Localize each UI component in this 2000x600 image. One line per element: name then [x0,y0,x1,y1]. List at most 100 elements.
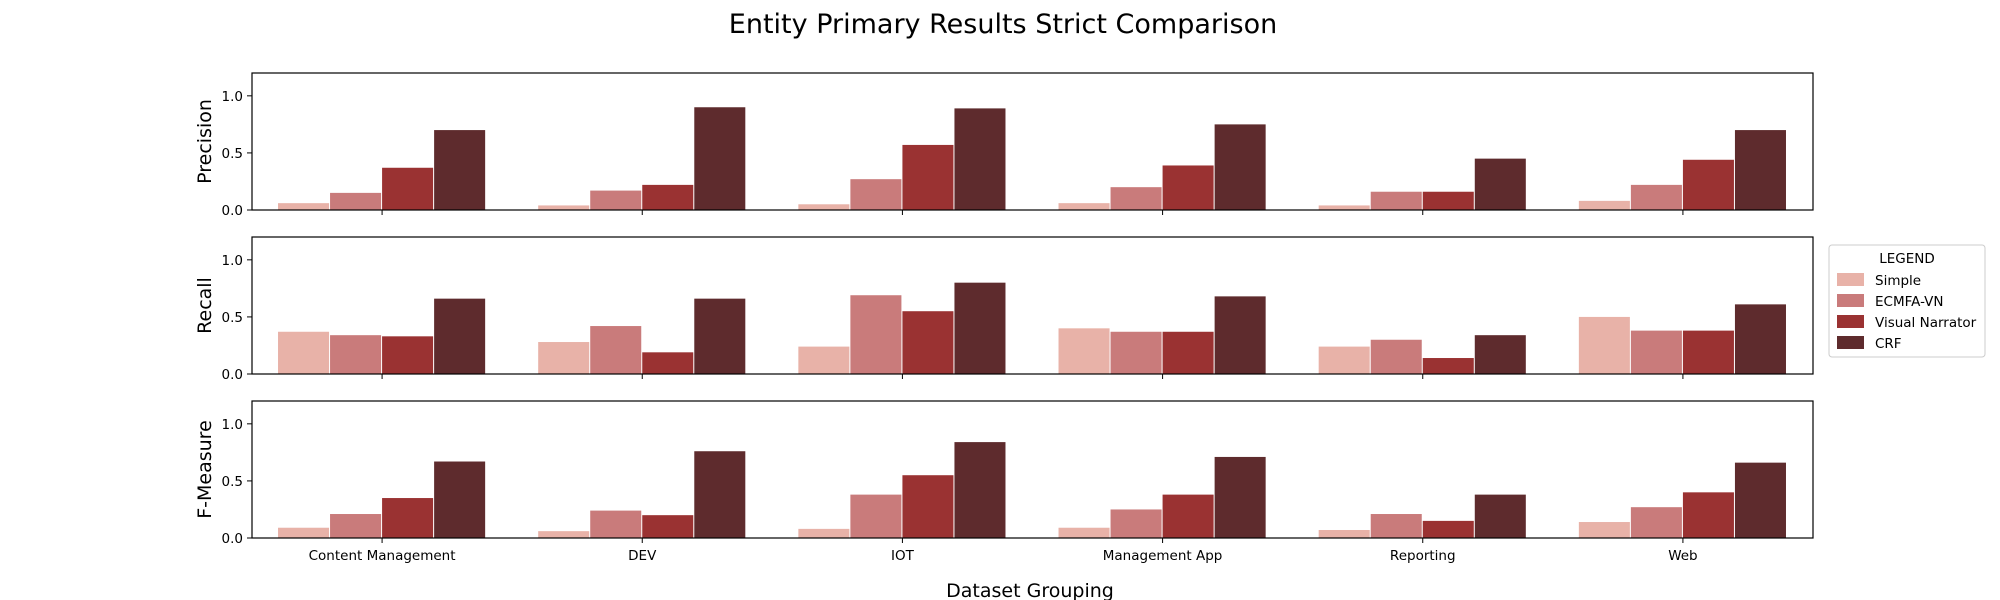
bar [538,531,590,538]
bar [1734,462,1786,538]
x-tick-label: DEV [628,548,657,564]
bar [1734,130,1786,210]
x-tick-label: Web [1668,548,1697,564]
x-axis-label: Dataset Grouping [946,580,1114,600]
legend-swatch [1837,336,1864,349]
legend-label: Visual Narrator [1875,315,1977,331]
bar [590,510,642,538]
bar [434,298,486,374]
bar [330,335,382,374]
bar [1474,494,1526,538]
bar [954,108,1006,210]
bar [330,192,382,211]
axes-frame [251,400,1814,539]
bar [590,190,642,210]
legend-swatch [1837,273,1864,286]
chart-title: Entity Primary Results Strict Comparison [729,9,1277,40]
bar [1058,328,1110,374]
bar [1162,331,1214,374]
axes-frame [251,236,1814,375]
bar [798,204,850,210]
bar [1630,507,1682,538]
legend-swatch [1837,294,1864,307]
x-tick-label: Reporting [1390,548,1456,564]
chart-panels: 0.0 0.5 1.0 Precision 0.0 0.5 1.0 Recall 0.0 0.5 1… [194,72,1814,564]
bar [642,352,694,374]
y-axis-label: F-Measure [194,420,216,519]
legend-label: CRF [1875,336,1902,352]
bar [1734,304,1786,374]
legend-title: LEGEND [1879,251,1935,267]
bar [1682,330,1734,374]
bar [798,346,850,374]
bar [1110,509,1162,538]
axes-frame [251,72,1814,211]
bar [434,461,486,538]
bar [1370,191,1422,210]
y-tick-label: 0.0 [222,203,243,219]
bar [1578,522,1630,538]
bar [1162,494,1214,538]
bar [1318,205,1370,210]
bar [382,498,434,538]
y-axis-label: Precision [194,99,216,184]
panel-recall: 0.0 0.5 1.0 Recall [194,236,1814,383]
bar [1682,159,1734,210]
bar [1058,203,1110,210]
bar [850,179,902,210]
legend-box [1828,244,1986,358]
bar [1578,316,1630,374]
bar [1110,187,1162,210]
bar [1630,184,1682,210]
bar [798,528,850,538]
bar [1578,200,1630,210]
y-axis-label: Recall [194,277,216,334]
bar [902,311,954,374]
bar [278,331,330,374]
bar [1474,158,1526,211]
legend-label: Simple [1875,273,1921,289]
y-tick-label: 0.5 [222,146,243,162]
bar [694,451,746,538]
bar [954,442,1006,538]
bar [902,144,954,210]
bar [1370,339,1422,374]
bar [330,514,382,538]
bar [538,205,590,210]
bar [1422,520,1474,539]
bar [1318,530,1370,538]
y-tick-label: 0.5 [222,310,243,326]
bar [850,295,902,374]
bar [1214,456,1266,538]
y-tick-label: 1.0 [222,417,243,433]
y-tick-label: 0.0 [222,531,243,547]
bar [1162,165,1214,210]
bar [1214,296,1266,374]
bar [538,342,590,374]
bar [434,130,486,210]
chart-legend: LEGEND Simple ECMFA-VN Visual Narrator CRF [1828,244,1986,358]
bar [850,494,902,538]
bar [1058,527,1110,538]
legend-swatch [1837,315,1864,328]
bar [1474,335,1526,374]
panel-precision: 0.0 0.5 1.0 Precision [194,72,1814,219]
bar [1214,124,1266,211]
bar [1422,191,1474,210]
bar [902,475,954,538]
bar [1318,346,1370,374]
x-tick-label: Content Management [309,548,456,564]
bar [1682,492,1734,538]
bar [642,515,694,538]
y-tick-label: 0.5 [222,474,243,490]
bar [1630,330,1682,374]
bar [278,527,330,538]
bar [694,298,746,374]
panel-f-measure: 0.0 0.5 1.0 Content Management DEV IOT Managem… [194,400,1814,564]
x-tick-label: IOT [891,548,915,564]
bar [642,184,694,210]
bar [1422,358,1474,374]
legend-label: ECMFA-VN [1875,294,1943,310]
bar [954,282,1006,374]
